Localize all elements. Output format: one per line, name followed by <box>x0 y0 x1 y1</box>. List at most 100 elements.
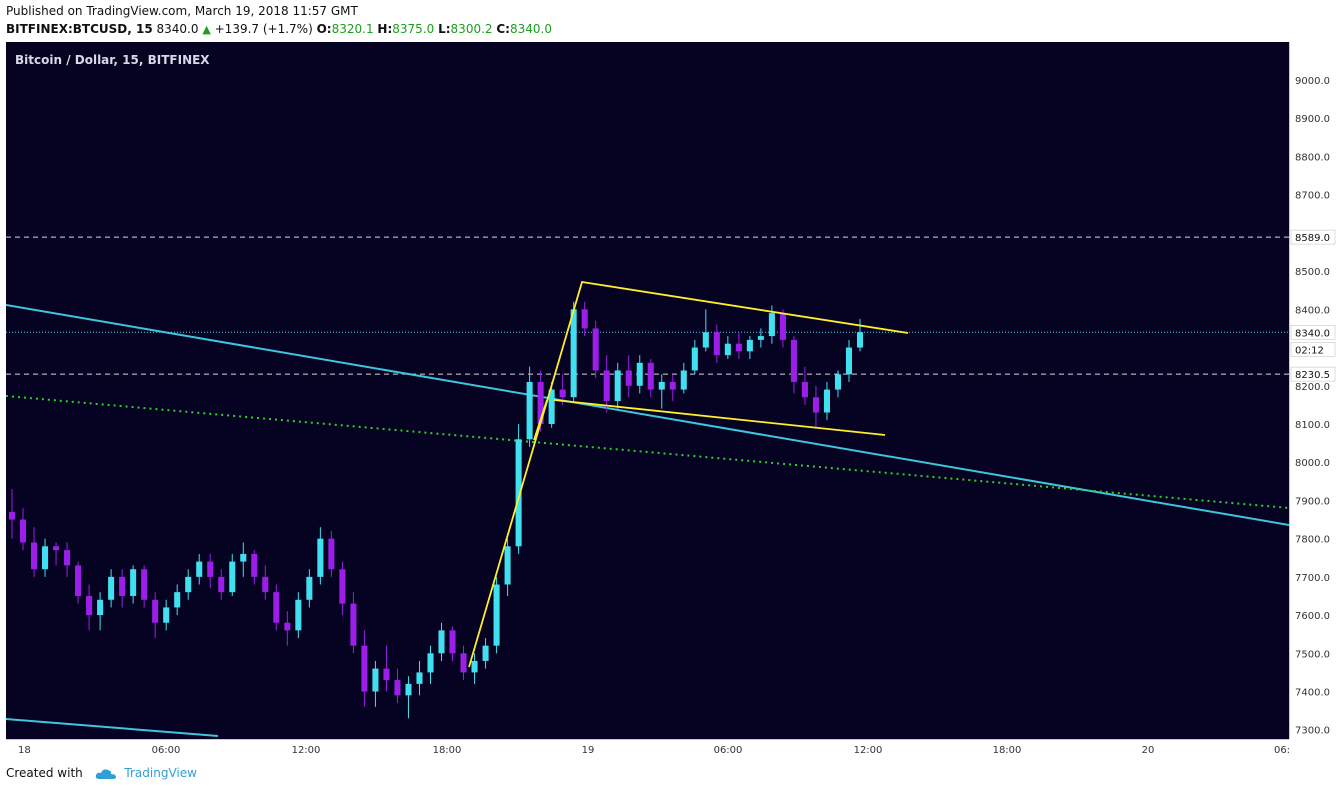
candle-body <box>625 370 632 386</box>
time-tick-label: 06:00 <box>714 745 743 756</box>
candle <box>394 668 401 703</box>
candle-body <box>746 339 753 352</box>
candle <box>207 553 214 589</box>
price-tick-label: 7400.0 <box>1295 688 1330 699</box>
candle <box>174 584 181 616</box>
candle-body <box>482 645 489 661</box>
candle-body <box>240 553 247 562</box>
candle-body <box>251 553 258 577</box>
candle-body <box>603 370 610 402</box>
candle-body <box>526 381 533 440</box>
candle <box>64 542 71 577</box>
level-low-badge-bg <box>1290 366 1336 382</box>
candle <box>119 569 126 608</box>
candle-body <box>196 561 203 577</box>
time-tick-label: 06: <box>1274 745 1289 756</box>
dotted-trendline <box>5 395 1290 509</box>
candle <box>262 565 269 600</box>
candle-body <box>130 569 137 596</box>
time-axis[interactable]: 18 06:00 12:00 18:00 19 06:00 12:00 18:00 20 06: <box>6 739 1290 758</box>
candle-body <box>614 370 621 402</box>
published-note: Published on TradingView.com, March 19, … <box>6 4 358 18</box>
candle-body <box>75 565 82 596</box>
candle <box>372 660 379 707</box>
candle-body <box>97 599 104 616</box>
candle <box>636 355 643 394</box>
candle <box>339 561 346 616</box>
candle-body <box>108 576 115 600</box>
candle-body <box>262 576 269 593</box>
candle <box>834 370 842 398</box>
low-value: 8300.2 <box>450 22 493 36</box>
candle-body <box>779 313 786 340</box>
candle-body <box>64 550 71 566</box>
open-value: 8320.1 <box>331 22 374 36</box>
candle <box>570 301 577 402</box>
candle <box>625 355 632 398</box>
candle-body <box>680 370 687 390</box>
candle <box>196 553 203 585</box>
candle <box>8 488 16 539</box>
lower-channel-line <box>553 399 886 436</box>
price-tick-label: 8400.0 <box>1295 305 1330 316</box>
candle-body <box>152 599 159 623</box>
candle-body <box>570 309 577 398</box>
level-high-badge-bg <box>1290 229 1336 245</box>
candle-body <box>328 538 335 570</box>
candle-body <box>581 309 588 329</box>
candle <box>702 309 709 352</box>
time-tick-label: 18:00 <box>993 745 1022 756</box>
candle-body <box>647 362 654 390</box>
price-tick-label: 8800.0 <box>1295 152 1330 163</box>
last-price-value: 8340.0 <box>156 22 199 36</box>
candle <box>19 508 27 551</box>
candle <box>273 584 280 631</box>
candle <box>735 332 742 360</box>
candle <box>559 374 566 405</box>
candle-body <box>823 389 830 413</box>
candle <box>614 362 621 409</box>
candle <box>801 366 808 405</box>
candle <box>812 385 819 428</box>
time-tick-label: 19 <box>582 745 595 756</box>
candle-body <box>768 313 775 337</box>
candle-body <box>174 592 181 608</box>
chart-plot-area[interactable]: Bitcoin / Dollar, 15, BITFINEX <box>5 42 1290 739</box>
time-tick-label: 20 <box>1142 745 1155 756</box>
candle <box>383 645 390 692</box>
countdown-badge: 02:12 <box>1295 345 1324 356</box>
candle <box>471 653 478 684</box>
tradingview-brand[interactable]: TradingView <box>124 766 197 780</box>
candle <box>647 359 654 398</box>
candle <box>823 381 830 421</box>
footer: Created with TradingView <box>6 766 197 780</box>
countdown-badge-bg <box>1290 342 1336 357</box>
candle-body <box>350 603 357 646</box>
candle <box>185 569 192 600</box>
candle-body <box>273 592 280 623</box>
price-axis[interactable]: 9000.08900.08800.08700.08600.08500.08400… <box>1289 42 1337 739</box>
candle-body <box>361 645 368 692</box>
candle <box>97 592 104 631</box>
flag-pole-upper-channel-line <box>468 280 909 668</box>
candle-body <box>141 569 148 600</box>
candle <box>548 381 555 428</box>
candle <box>581 301 588 337</box>
price-chart[interactable]: Bitcoin / Dollar, 15, BITFINEX <box>5 42 1290 739</box>
candle-body <box>416 672 423 684</box>
symbol-label[interactable]: BITFINEX:BTCUSD, 15 <box>6 22 153 36</box>
candle-body <box>658 381 665 390</box>
candle-body <box>702 332 709 348</box>
candle-body <box>537 381 544 424</box>
candle <box>449 626 456 661</box>
candle-body <box>493 584 500 646</box>
candle <box>251 550 258 585</box>
candle <box>284 611 291 646</box>
candle <box>317 527 324 585</box>
candle <box>779 309 786 348</box>
chart-legend: Bitcoin / Dollar, 15, BITFINEX <box>15 53 210 67</box>
candle <box>669 374 676 402</box>
candle-body <box>691 347 698 371</box>
candle-body <box>735 343 742 352</box>
created-with-text: Created with <box>6 766 83 780</box>
